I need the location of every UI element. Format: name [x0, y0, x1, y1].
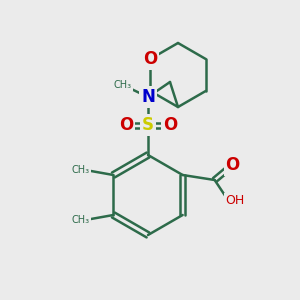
Text: N: N — [141, 88, 155, 106]
Text: O: O — [143, 50, 158, 68]
Text: CH₃: CH₃ — [114, 80, 132, 90]
Text: S: S — [142, 116, 154, 134]
Text: O: O — [163, 116, 177, 134]
Text: OH: OH — [225, 194, 244, 208]
Text: CH₃: CH₃ — [71, 165, 89, 175]
Text: O: O — [119, 116, 133, 134]
Text: O: O — [226, 156, 240, 174]
Text: CH₃: CH₃ — [71, 215, 89, 225]
